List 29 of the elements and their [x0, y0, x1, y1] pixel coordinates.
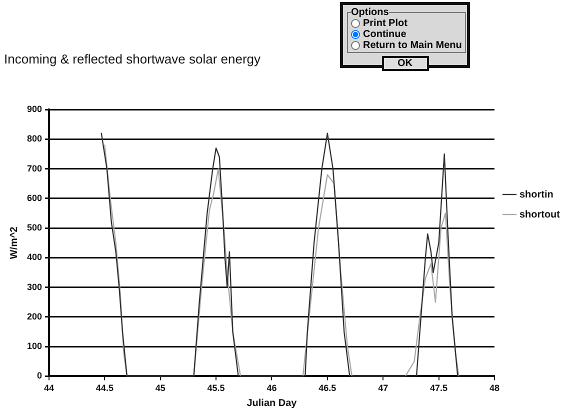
text: OK — [382, 56, 428, 71]
y-axis-title: W/m^2 — [8, 226, 20, 260]
x-axis-title: Julian Day — [246, 398, 298, 409]
y-tick-label: 100 — [26, 341, 42, 352]
y-tick-label: 700 — [26, 163, 42, 174]
x-tick-label: 44 — [44, 383, 54, 394]
x-tick-label: 45 — [155, 383, 166, 394]
x-tick-label: 45.5 — [207, 383, 225, 394]
x-tick-label: 44.5 — [96, 383, 114, 394]
x-tick-label: 47.5 — [430, 383, 448, 394]
chart-title: Incoming & reflected shortwave solar energy — [4, 51, 262, 66]
x-tick-label: 48 — [489, 383, 500, 394]
y-tick-label: 600 — [26, 192, 42, 203]
y-tick-label: 800 — [26, 134, 42, 144]
y-tick-label: 500 — [26, 222, 42, 233]
y-tick-label: 900 — [26, 104, 42, 114]
y-tick-label: 400 — [26, 252, 42, 262]
x-tick-label: 46 — [266, 383, 277, 394]
x-tick-label: 46.5 — [318, 383, 336, 394]
text: Return to Main Menu — [362, 40, 462, 51]
text: Print Plot — [362, 18, 408, 29]
y-tick-label: 200 — [26, 311, 42, 322]
text: Continue — [362, 29, 408, 40]
x-tick-label: 47 — [378, 383, 388, 394]
y-tick-label: 0 — [37, 370, 42, 381]
text: Options — [351, 7, 389, 18]
legend-label: shortout — [519, 209, 561, 220]
legend-label: shortin — [519, 189, 554, 200]
y-tick-label: 300 — [26, 282, 42, 292]
